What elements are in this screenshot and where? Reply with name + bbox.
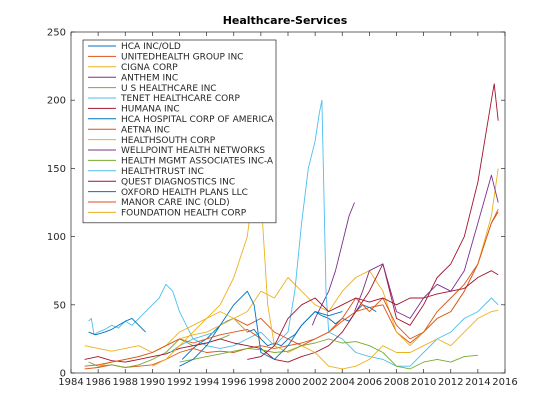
x-tick-label: 2002 [302, 377, 327, 388]
x-tick-label: 2014 [465, 377, 490, 388]
x-tick-label: 1992 [167, 377, 192, 388]
chart-title: Healthcare-Services [223, 14, 348, 27]
y-tick-label: 250 [47, 28, 66, 39]
x-tick-label: 1996 [221, 377, 246, 388]
legend-label-1: UNITEDHEALTH GROUP INC [121, 53, 243, 63]
y-tick-label: 100 [47, 232, 66, 243]
y-tick-label: 150 [47, 164, 66, 175]
x-tick-label: 2006 [357, 377, 382, 388]
legend-label-10: WELLPOINT HEALTH NETWORKS [121, 146, 265, 156]
series-line-1 [84, 211, 499, 370]
y-tick-label: 50 [53, 300, 66, 311]
legend-label-4: U S HEALTHCARE INC [121, 84, 217, 94]
x-tick-label: 1986 [85, 377, 110, 388]
x-tick-label: 2000 [275, 377, 300, 388]
legend-label-13: QUEST DIAGNOSTICS INC [121, 177, 235, 187]
x-tick-label: 1998 [248, 377, 273, 388]
series-line-9 [97, 181, 499, 370]
series-line-11 [179, 338, 478, 370]
axes: 1984 1986 1988 1990 1992 1994 1996 1998 2000 2002… [47, 28, 518, 389]
legend-label-15: MANOR CARE INC (OLD) [121, 198, 230, 208]
series-line-15 [84, 328, 262, 367]
legend-label-3: ANTHEM INC [121, 73, 178, 83]
x-tick-label: 1988 [113, 377, 138, 388]
x-tick-label: 2008 [384, 377, 409, 388]
legend-label-9: HEALTHSOUTH CORP [121, 136, 216, 146]
legend-label-0: HCA INC/OLD [121, 42, 181, 52]
legend-label-8: AETNA INC [121, 125, 170, 135]
legend-label-12: HEALTHTRUST INC [121, 167, 204, 177]
series-line-0 [181, 304, 377, 360]
series-line-8 [233, 209, 499, 347]
x-tick-label: 2012 [438, 377, 463, 388]
legend-box [82, 39, 277, 224]
series-line-7 [88, 317, 146, 336]
series-line-12 [169, 331, 215, 353]
x-tick-label: 2004 [330, 377, 355, 388]
x-tick-label: 1994 [194, 377, 219, 388]
legend-label-16: FOUNDATION HEALTH CORP [121, 209, 247, 219]
legend-label-6: HUMANA INC [121, 105, 180, 115]
y-tick-label: 0 [60, 369, 66, 380]
series-line-14 [179, 290, 343, 367]
series-line-13 [247, 270, 499, 360]
x-tick-label: 2010 [411, 377, 436, 388]
x-tick-label: 1990 [140, 377, 165, 388]
legend-label-11: HEALTH MGMT ASSOCIATES INC-A [121, 157, 274, 167]
plot-area [84, 83, 499, 370]
legend-label-14: OXFORD HEALTH PLANS LLC [121, 188, 248, 198]
legend-label-2: CIGNA CORP [121, 63, 178, 73]
x-tick-label: 1984 [58, 377, 83, 388]
series-line-16 [152, 311, 248, 367]
legend-label-5: TENET HEALTHCARE CORP [120, 94, 240, 104]
legend-label-7: HCA HOSPITAL CORP OF AMERICA [121, 115, 274, 125]
series-line-3 [311, 202, 355, 326]
series-line-6 [84, 83, 499, 363]
y-tick-label: 200 [47, 96, 66, 107]
x-tick-label: 2016 [492, 377, 517, 388]
